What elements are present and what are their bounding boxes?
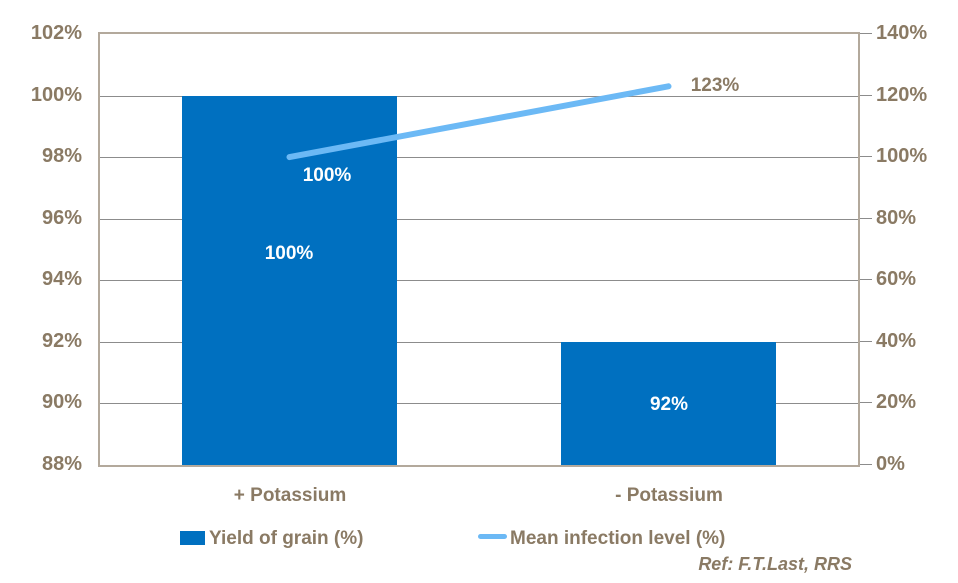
right-axis-tick — [860, 217, 872, 219]
right-axis-tick-label: 60% — [876, 268, 917, 291]
line-data-label: 100% — [302, 165, 352, 186]
gridline — [100, 280, 858, 282]
right-axis-tick — [860, 464, 872, 465]
legend-label-yield: Yield of grain (%) — [209, 528, 364, 549]
legend-line-swatch-icon — [478, 534, 507, 539]
right-axis-tick-label: 140% — [876, 22, 928, 44]
left-axis-tick-label: 102% — [30, 22, 82, 44]
bar-data-label: 92% — [649, 394, 689, 415]
left-axis-tick-label: 92% — [41, 329, 82, 352]
right-axis-tick — [860, 340, 872, 342]
right-axis-tick-label: 120% — [876, 83, 928, 106]
right-axis-tick-label: 20% — [876, 391, 917, 414]
right-axis-tick-label: 100% — [876, 145, 928, 168]
yield-bar — [561, 341, 776, 465]
gridline — [100, 218, 858, 220]
category-label-minus-potassium: - Potassium — [615, 485, 723, 506]
gridline — [100, 341, 858, 343]
left-axis-tick-label: 88% — [41, 453, 82, 475]
gridline — [100, 403, 858, 405]
reference-text: Ref: F.T.Last, RRS — [698, 554, 852, 574]
right-axis-tick — [860, 33, 872, 34]
right-axis-tick-label: 80% — [876, 206, 917, 229]
yield-bar — [182, 95, 397, 465]
legend-label-mean-infection: Mean infection level (%) — [510, 528, 726, 549]
right-axis-tick — [860, 156, 872, 158]
legend-bar-swatch-icon — [180, 531, 205, 545]
right-axis-tick-label: 40% — [876, 329, 917, 352]
left-axis-tick-label: 96% — [41, 206, 82, 229]
right-axis-tick — [860, 279, 872, 281]
line-data-label: 123% — [690, 75, 740, 96]
category-label-plus-potassium: + Potassium — [233, 485, 347, 506]
left-axis-tick-label: 94% — [41, 268, 82, 291]
left-axis-tick-label: 90% — [41, 391, 82, 414]
left-axis-tick-label: 98% — [41, 145, 82, 168]
right-axis-tick — [860, 402, 872, 404]
bar-data-label: 100% — [264, 243, 314, 264]
plot-area-border — [98, 32, 860, 467]
left-axis-tick-label: 100% — [30, 83, 82, 106]
right-axis-tick-label: 0% — [876, 453, 905, 475]
right-axis-tick — [860, 94, 872, 96]
